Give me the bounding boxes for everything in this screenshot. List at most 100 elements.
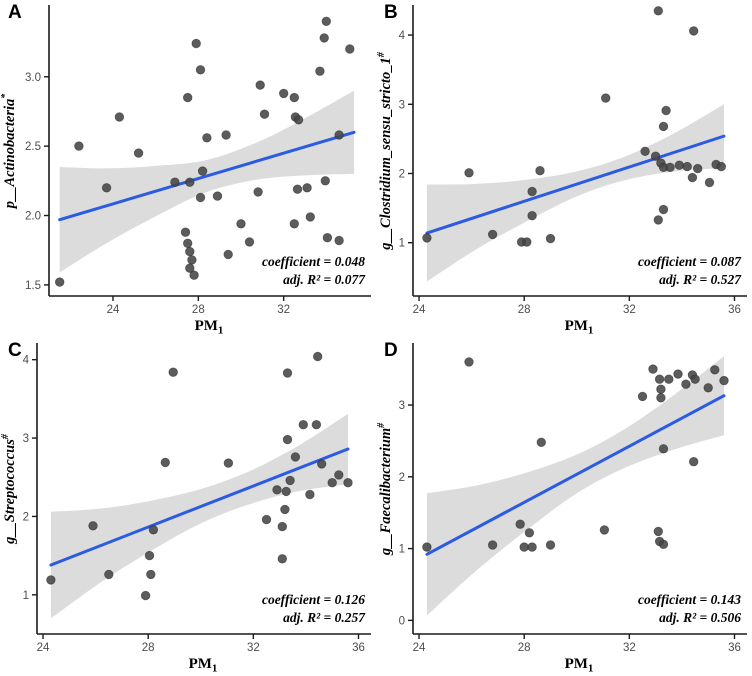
x-axis-title: PM1 (565, 656, 594, 675)
data-point (327, 477, 337, 488)
data-point (182, 92, 193, 103)
data-point (527, 210, 537, 221)
data-point (313, 351, 323, 362)
data-point (527, 542, 537, 552)
data-point (302, 183, 312, 193)
x-axis-title: PM1 (195, 318, 224, 337)
confidence-band (426, 104, 724, 282)
axes: 24 28 32 36 1 2 3 4 (23, 343, 371, 654)
data-points (55, 16, 355, 287)
confidence-band (426, 356, 724, 616)
data-points (422, 6, 727, 247)
data-point (322, 232, 333, 243)
data-point (535, 165, 545, 176)
stats-annotation: coefficient = 0.087 adj. R² = 0.527 (638, 254, 742, 287)
axes: 24 28 32 36 1 2 3 4 (399, 5, 747, 316)
data-point (46, 575, 56, 585)
data-point (658, 539, 669, 550)
regression-line (58, 130, 356, 222)
data-point (277, 554, 288, 564)
data-point (195, 65, 206, 75)
y-tick-label: 4 (23, 355, 30, 367)
data-point (212, 191, 223, 201)
data-point (191, 38, 201, 49)
data-point (545, 233, 556, 244)
data-point (146, 569, 156, 580)
data-point (148, 525, 159, 535)
data-point (282, 434, 293, 445)
data-point (305, 212, 316, 222)
data-point (292, 184, 303, 194)
data-point (527, 186, 537, 197)
data-point (289, 92, 300, 103)
data-point (703, 383, 713, 393)
data-point (290, 452, 301, 462)
y-tick-label: 1 (399, 544, 405, 556)
stats-annotation: coefficient = 0.143 adj. R² = 0.506 (638, 592, 741, 625)
data-point (653, 215, 664, 225)
data-point (101, 183, 112, 193)
data-point (422, 542, 432, 552)
y-tick-label: 2 (399, 472, 405, 484)
annotation-line: coefficient = 0.087 (638, 254, 742, 269)
data-point (182, 238, 193, 249)
data-point (716, 161, 727, 172)
data-point (690, 374, 700, 384)
y-tick-label: 3 (399, 99, 405, 111)
annotation-line: adj. R² = 0.257 (283, 610, 366, 625)
data-point (311, 419, 322, 430)
data-point (704, 177, 715, 188)
data-point (687, 172, 698, 183)
regression-line (49, 447, 350, 567)
data-point (261, 514, 272, 525)
annotation-line: coefficient = 0.143 (638, 592, 741, 607)
panel-c: C 24 28 32 36 1 2 3 4 PM1 g__Streptococcus# coeffi… (0, 338, 376, 676)
data-point (185, 246, 195, 257)
annotation-line: adj. R² = 0.077 (283, 272, 366, 287)
data-point (168, 367, 178, 377)
annotation-line: adj. R² = 0.527 (659, 272, 742, 287)
data-point (74, 141, 84, 151)
data-point (664, 374, 674, 384)
data-point (315, 66, 325, 76)
data-point (255, 80, 265, 90)
y-tick-label: 2.0 (25, 211, 41, 223)
x-tick-label: 28 (518, 304, 531, 316)
data-point (345, 44, 355, 54)
panel-label-d: D (384, 340, 398, 361)
regression-line (425, 394, 726, 556)
data-point (140, 590, 151, 601)
confidence-band (50, 413, 349, 619)
data-point (170, 177, 180, 187)
data-point (689, 26, 699, 36)
data-point (658, 121, 669, 132)
data-point (673, 369, 683, 379)
data-point (279, 88, 289, 99)
x-tick-label: 36 (728, 642, 741, 654)
data-point (524, 528, 535, 538)
data-point (658, 204, 669, 215)
stats-annotation: coefficient = 0.048 adj. R² = 0.077 (262, 254, 366, 287)
axes: 24 28 32 1.5 2.0 2.5 3.0 (25, 5, 371, 316)
x-tick-label: 28 (192, 304, 205, 316)
x-tick-label: 36 (352, 642, 365, 654)
data-point (133, 148, 144, 158)
data-point (536, 437, 547, 448)
panel-c-chart: 24 28 32 36 1 2 3 4 PM1 g__Streptococcus# coeffici… (0, 343, 371, 675)
x-axis-title: PM1 (189, 656, 218, 675)
x-tick-label: 36 (728, 304, 741, 316)
data-point (656, 393, 666, 403)
data-point (280, 504, 290, 515)
data-point (221, 130, 231, 140)
data-point (282, 368, 293, 378)
data-point (281, 486, 291, 497)
data-point (320, 176, 331, 186)
panel-d: D 24 28 32 36 0 1 2 3 PM1 g__Faecalibacterium# coe… (376, 338, 752, 676)
y-axis-title: g__Faecalibacterium# (376, 422, 394, 556)
data-point (682, 161, 692, 172)
data-point (223, 249, 233, 260)
data-point (654, 374, 665, 384)
data-point (293, 115, 304, 125)
data-point (259, 109, 270, 119)
